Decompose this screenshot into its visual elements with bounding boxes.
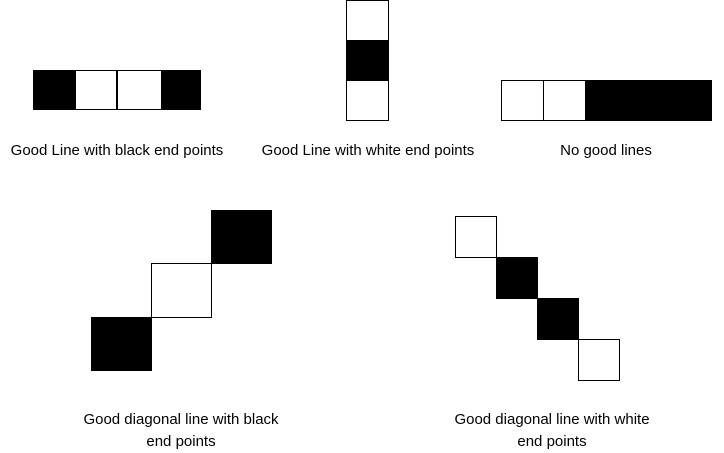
grid-cell	[537, 298, 579, 340]
grid-cell	[346, 80, 389, 121]
grid-cell	[151, 263, 212, 318]
grid-cell	[211, 210, 272, 264]
example-caption: Good Line with white end points	[261, 142, 475, 159]
grid-cell	[75, 70, 117, 110]
grid-cell	[501, 80, 544, 121]
caption-line: Good diagonal line with black	[83, 411, 279, 428]
grid-cell	[117, 70, 162, 110]
grid-cell	[346, 40, 389, 81]
grid-cell	[162, 70, 201, 110]
example-caption: Good Line with black end points	[10, 142, 224, 159]
grid-cell	[33, 70, 75, 110]
caption-line: end points	[517, 433, 587, 450]
grid-cell	[578, 339, 620, 381]
example-caption: Good diagonal line with black end points	[41, 409, 321, 453]
example-caption: No good lines	[560, 142, 652, 159]
grid-cell	[91, 317, 152, 371]
grid-cell	[669, 80, 712, 121]
grid-cell	[585, 80, 628, 121]
caption-line: Good diagonal line with white	[454, 411, 650, 428]
grid-cell	[543, 80, 586, 121]
grid-cell	[627, 80, 670, 121]
grid-cell	[455, 216, 497, 258]
grid-cell	[346, 0, 389, 41]
example-caption: Good diagonal line with white end points	[412, 409, 692, 453]
caption-line: end points	[146, 433, 216, 450]
grid-cell	[496, 257, 538, 299]
